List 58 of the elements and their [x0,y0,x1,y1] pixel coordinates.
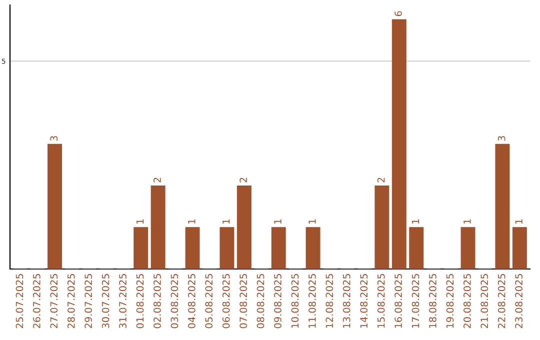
data-label: 1 [308,219,316,224]
x-tick-label: 08.08.2025 [256,274,264,328]
x-tick-label: 16.08.2025 [394,274,402,328]
bar [409,227,424,269]
x-tick-label: 14.08.2025 [360,274,368,328]
bar [236,186,252,269]
x-tick-label: 22.08.2025 [498,274,506,328]
x-tick-label: 19.08.2025 [446,274,454,328]
x-tick-label: 29.07.2025 [84,274,92,328]
bar [495,144,510,269]
data-label: 1 [412,219,420,224]
x-tick-label: 30.07.2025 [102,274,110,328]
data-label: 1 [222,219,230,224]
bar [374,186,390,269]
x-tick-label: 12.08.2025 [326,274,334,328]
bar [271,227,286,269]
x-tick-label: 13.08.2025 [342,274,350,328]
x-tick-label: 01.08.2025 [136,274,144,328]
data-label: 2 [377,178,385,182]
bar [134,227,148,269]
x-tick-label: 18.08.2025 [429,274,436,328]
x-tick-label: 20.08.2025 [463,274,471,328]
x-tick-label: 25.07.2025 [16,274,24,328]
bar [512,227,527,269]
x-tick-label: 17.08.2025 [412,274,420,328]
x-tick-label: 31.07.2025 [119,274,126,328]
data-label: 1 [464,219,471,224]
x-tick-label: 03.08.2025 [170,274,178,328]
bar [48,144,62,269]
data-label: 6 [394,11,402,16]
x-tick-label: 26.07.2025 [33,274,40,328]
data-label: 3 [498,136,506,141]
x-tick-label: 02.08.2025 [154,274,161,328]
x-tick-label: 10.08.2025 [291,274,299,328]
data-label: 1 [274,219,282,224]
bar [306,227,320,269]
data-label: 1 [136,219,144,224]
x-tick-label: 28.07.2025 [67,274,75,328]
x-tick-label: 04.08.2025 [188,274,196,328]
data-label: 2 [154,178,161,182]
x-tick-label: 09.08.2025 [274,274,282,328]
x-tick-label: 05.08.2025 [205,274,213,328]
bar [392,19,406,269]
x-tick-label: 07.08.2025 [240,274,247,328]
bar [150,186,166,269]
x-tick-label: 27.07.2025 [50,274,58,328]
x-tick-label: 15.08.2025 [377,274,385,328]
bar [460,227,476,269]
data-label: 2 [240,178,247,182]
x-tick-label: 06.08.2025 [222,274,230,328]
bar [185,227,200,269]
data-label: 1 [188,219,196,224]
bar [220,227,234,269]
x-tick-label: 11.08.2025 [308,274,316,328]
data-label: 3 [50,136,58,141]
x-tick-label: 21.08.2025 [480,274,488,328]
data-label: 1 [515,219,522,224]
x-tick-label: 23.08.2025 [515,274,522,328]
